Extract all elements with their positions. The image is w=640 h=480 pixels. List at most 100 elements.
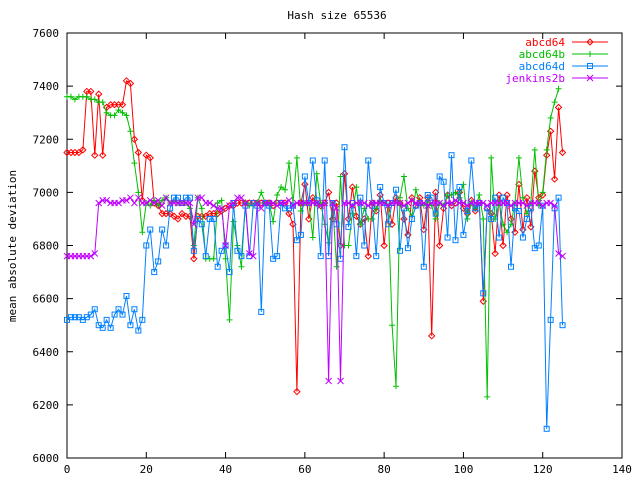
data-point — [554, 103, 563, 112]
data-point — [586, 74, 594, 82]
data-point — [309, 193, 317, 202]
data-point — [246, 250, 253, 257]
data-point — [135, 189, 142, 196]
data-point — [186, 205, 193, 212]
data-point — [408, 215, 415, 222]
data-point — [111, 311, 118, 318]
data-point — [222, 242, 229, 249]
data-point — [349, 202, 356, 210]
data-point — [523, 193, 531, 202]
data-point — [119, 311, 126, 318]
data-point — [377, 184, 384, 191]
data-point — [190, 255, 198, 263]
data-point — [440, 202, 447, 210]
data-point — [198, 221, 205, 228]
data-point — [345, 223, 352, 230]
data-point — [123, 292, 130, 299]
data-point — [67, 93, 74, 100]
data-point — [242, 199, 249, 207]
data-point — [186, 194, 193, 201]
data-point — [218, 204, 225, 212]
data-point — [364, 202, 372, 210]
data-point — [293, 154, 300, 161]
data-point — [558, 148, 567, 157]
data-point — [155, 258, 162, 265]
data-point — [175, 194, 181, 201]
data-point — [206, 215, 213, 222]
data-point — [329, 199, 336, 207]
data-point — [238, 194, 245, 202]
data-point — [142, 199, 150, 207]
data-point — [389, 322, 396, 329]
legend-label: abcd64 — [525, 36, 565, 49]
data-point — [324, 188, 333, 197]
data-point — [325, 239, 332, 246]
data-point — [380, 241, 388, 250]
data-point — [198, 194, 206, 202]
data-point — [170, 212, 178, 220]
data-point — [91, 250, 99, 257]
data-point — [321, 199, 329, 207]
data-point — [151, 269, 158, 276]
data-point — [126, 79, 135, 88]
data-point — [301, 173, 308, 180]
data-point — [500, 221, 507, 228]
data-point — [332, 199, 341, 207]
data-point — [202, 253, 209, 260]
data-point — [258, 308, 265, 315]
data-point — [492, 194, 499, 201]
data-point — [198, 205, 205, 212]
data-point — [135, 194, 142, 202]
data-point — [472, 205, 479, 212]
data-point — [555, 194, 562, 201]
data-point — [440, 178, 447, 185]
data-point — [479, 199, 487, 207]
data-point — [408, 196, 416, 204]
data-point — [420, 199, 428, 207]
data-point — [337, 377, 344, 385]
x-tick-label: 140 — [612, 463, 632, 476]
data-point — [91, 306, 98, 313]
data-point — [79, 146, 87, 154]
data-point — [480, 215, 487, 222]
data-point — [135, 327, 142, 334]
data-point — [428, 332, 436, 340]
series-abcd64d — [64, 144, 566, 432]
data-point — [515, 207, 522, 214]
data-point — [226, 316, 233, 323]
data-point — [369, 215, 376, 222]
data-point — [539, 191, 547, 199]
data-point — [309, 234, 316, 241]
data-point — [420, 263, 427, 270]
y-tick-label: 6400 — [33, 346, 60, 359]
data-point — [361, 242, 368, 249]
data-point — [174, 215, 182, 223]
data-point — [551, 99, 558, 106]
data-point — [317, 202, 325, 210]
data-point — [123, 112, 130, 119]
data-point — [289, 202, 296, 209]
y-tick-label: 6800 — [33, 240, 60, 253]
data-point — [527, 205, 534, 212]
data-point — [523, 202, 531, 210]
data-point — [364, 252, 372, 260]
data-point — [226, 202, 233, 210]
data-point — [412, 186, 419, 193]
data-point — [464, 202, 471, 210]
x-tick-label: 100 — [453, 463, 473, 476]
y-tick-label: 7200 — [33, 133, 60, 146]
legend-label: jenkins2b — [505, 72, 565, 85]
data-point — [131, 160, 138, 167]
data-point — [171, 194, 178, 201]
data-point — [297, 231, 304, 238]
data-point — [333, 263, 340, 270]
x-tick-label: 20 — [140, 463, 153, 476]
data-point — [317, 253, 324, 260]
data-point — [249, 252, 257, 260]
data-point — [194, 215, 201, 222]
data-point — [273, 202, 281, 210]
legend-label: abcd64d — [519, 60, 565, 73]
series-line — [67, 88, 560, 397]
data-point — [495, 191, 503, 199]
data-point — [210, 202, 218, 210]
